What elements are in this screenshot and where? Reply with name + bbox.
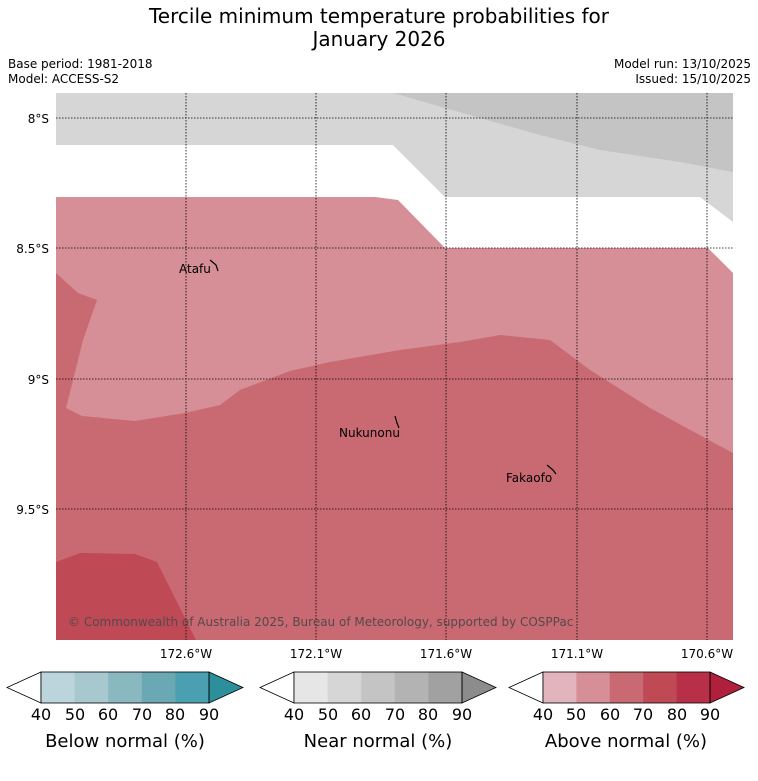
near-normal-60-region: [393, 93, 733, 172]
cb1-segment-3: [394, 672, 429, 703]
cb0-tick-90: 90: [199, 705, 219, 724]
model-run: Model run: 13/10/2025: [613, 57, 751, 71]
cb2-tick-50: 50: [566, 705, 586, 724]
lon-label-172-6: 172.6°W: [160, 647, 212, 661]
cb1-tick-40: 40: [284, 705, 304, 724]
cb0-tick-60: 60: [98, 705, 118, 724]
meta-left: Base period: 1981-2018 Model: ACCESS-S2: [8, 57, 153, 87]
cb1-label: Near normal (%): [304, 731, 453, 752]
cb2-segment-4: [676, 672, 711, 703]
cb0-tick-70: 70: [132, 705, 152, 724]
lon-label-171-1: 171.1°W: [551, 647, 603, 661]
cb2-tick-90: 90: [700, 705, 720, 724]
cb0-outline: [40, 671, 210, 704]
lon-label-171-6: 171.6°W: [420, 647, 472, 661]
colorbar-above-normal: [508, 671, 745, 704]
cb1-outline: [293, 671, 463, 704]
cb0-segment-3: [141, 672, 176, 703]
atafu-island-shape: [209, 259, 219, 272]
cb1-tick-80: 80: [418, 705, 438, 724]
cb0-tick-80: 80: [165, 705, 185, 724]
copyright-text: © Commonwealth of Australia 2025, Bureau…: [68, 615, 573, 629]
lon-label-172-1: 172.1°W: [290, 647, 342, 661]
lon-label-170-6: 170.6°W: [681, 647, 733, 661]
base-period: Base period: 1981-2018: [8, 57, 153, 71]
cb2-tick-80: 80: [667, 705, 687, 724]
cb1-tick-70: 70: [385, 705, 405, 724]
cb2-segment-1: [576, 672, 611, 703]
cb1-segment-2: [361, 672, 396, 703]
cb0-extend-high: [208, 671, 244, 704]
cb2-segment-3: [643, 672, 678, 703]
cb1-tick-50: 50: [318, 705, 338, 724]
place-label-atafu: Atafu: [179, 262, 211, 276]
cb1-extend-high: [461, 671, 497, 704]
lat-label-8-5: 8.5°S: [16, 242, 49, 256]
fakaofo-island-shape: [546, 464, 557, 475]
cb0-label: Below normal (%): [45, 731, 205, 752]
title-line-2: January 2026: [312, 27, 446, 51]
cb2-extend-high: [709, 671, 745, 704]
cb2-label: Above normal (%): [545, 731, 707, 752]
lat-label-8: 8°S: [28, 112, 49, 126]
nukunonu-island-shape: [394, 415, 400, 429]
issued-date: Issued: 15/10/2025: [635, 72, 751, 86]
cb1-segment-1: [327, 672, 362, 703]
gridlines: [56, 93, 733, 640]
above-normal-60-region: [56, 273, 733, 640]
cb0-segment-4: [175, 672, 210, 703]
lat-label-9: 9°S: [28, 373, 49, 387]
cb2-extend-low: [508, 671, 544, 704]
cb1-tick-60: 60: [351, 705, 371, 724]
cb2-tick-60: 60: [600, 705, 620, 724]
cb0-segment-2: [108, 672, 143, 703]
cb1-segment-4: [428, 672, 463, 703]
cb0-tick-50: 50: [65, 705, 85, 724]
title-line-1: Tercile minimum temperature probabilitie…: [148, 4, 610, 28]
model-name: Model: ACCESS-S2: [8, 72, 120, 86]
cb1-extend-low: [259, 671, 295, 704]
cb0-tick-40: 40: [31, 705, 51, 724]
cb2-segment-2: [609, 672, 644, 703]
colorbar-near-normal: [259, 671, 497, 704]
cb2-segment-0: [543, 672, 577, 703]
cb0-extend-low: [6, 671, 42, 704]
cb2-tick-40: 40: [533, 705, 553, 724]
above-normal-70-region: [56, 553, 196, 640]
lat-label-9-5: 9.5°S: [16, 503, 49, 517]
cb2-tick-70: 70: [633, 705, 653, 724]
cb1-segment-0: [294, 672, 329, 703]
place-label-nukunonu: Nukunonu: [339, 426, 400, 440]
colorbar-below-normal: [6, 671, 244, 704]
cb2-outline: [542, 671, 711, 704]
cb1-tick-90: 90: [452, 705, 472, 724]
cb0-segment-1: [74, 672, 109, 703]
meta-right: Model run: 13/10/2025 Issued: 15/10/2025: [614, 57, 751, 87]
cb0-segment-0: [41, 672, 76, 703]
place-label-fakaofo: Fakaofo: [506, 471, 552, 485]
